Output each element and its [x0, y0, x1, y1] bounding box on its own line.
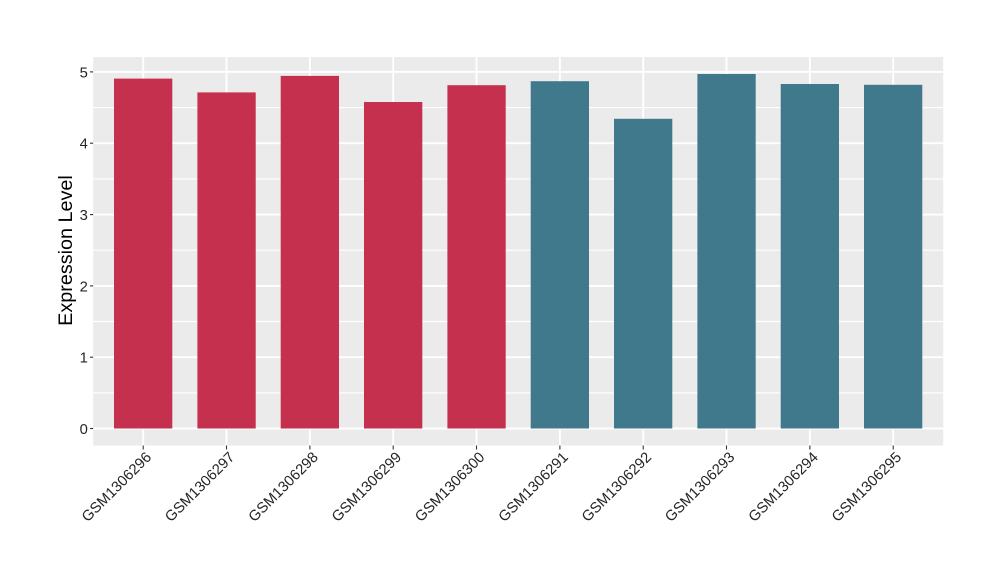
svg-text:GSM1306294: GSM1306294 [746, 450, 822, 526]
svg-text:5: 5 [80, 65, 88, 81]
svg-text:0: 0 [80, 422, 88, 438]
svg-text:GSM1306296: GSM1306296 [79, 450, 155, 526]
svg-text:3: 3 [80, 208, 88, 224]
svg-text:4: 4 [80, 137, 88, 153]
svg-text:GSM1306298: GSM1306298 [246, 450, 322, 526]
svg-text:GSM1306299: GSM1306299 [329, 450, 405, 526]
svg-text:GSM1306300: GSM1306300 [412, 450, 488, 526]
svg-text:GSM1306292: GSM1306292 [579, 450, 655, 526]
svg-text:Expression Level: Expression Level [55, 175, 77, 326]
svg-text:1: 1 [80, 351, 88, 367]
svg-text:GSM1306291: GSM1306291 [496, 450, 572, 526]
svg-text:2: 2 [80, 279, 88, 295]
svg-text:GSM1306295: GSM1306295 [829, 450, 905, 526]
svg-text:GSM1306293: GSM1306293 [662, 450, 738, 526]
svg-text:GSM1306297: GSM1306297 [162, 450, 238, 526]
